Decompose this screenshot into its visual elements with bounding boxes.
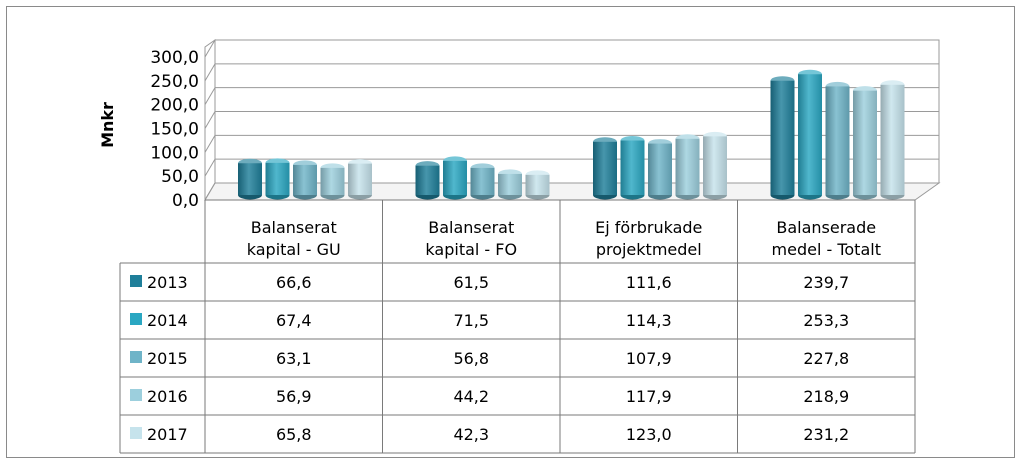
gridline [204, 63, 939, 82]
bar [320, 163, 345, 200]
bar-face [620, 140, 645, 195]
y-tick-label: 200,0 [150, 96, 199, 116]
category-label: Balanserat kapital - FO [425, 218, 517, 259]
table-cell: 66,6 [276, 273, 312, 292]
table-cell: 239,7 [803, 273, 849, 292]
table-cell: 67,4 [276, 311, 312, 330]
table-cell: 117,9 [626, 387, 672, 406]
table-cell: 63,1 [276, 349, 312, 368]
bars [238, 69, 905, 200]
bar-face [293, 164, 317, 195]
category-label: Balanserade medel - Totalt [772, 218, 881, 259]
bar-face [320, 167, 345, 195]
bar-face [648, 143, 672, 195]
legend-label: 2016 [147, 387, 188, 406]
legend-label: 2017 [147, 425, 188, 444]
table-cell: 111,6 [626, 273, 672, 292]
bar-face [703, 136, 727, 195]
bar [525, 170, 550, 200]
bar [880, 80, 905, 200]
table-cell: 42,3 [453, 425, 489, 444]
table-cell: 227,8 [803, 349, 849, 368]
bar [293, 160, 317, 200]
y-tick-label: 150,0 [150, 120, 199, 140]
bar [853, 86, 877, 200]
y-axis: 0,0 50,0 100,0 150,0 200,0 250,0 300,0 [150, 48, 199, 211]
gridline [204, 134, 939, 153]
bar [620, 136, 645, 200]
table-cell: 253,3 [803, 311, 849, 330]
table-cell: 44,2 [453, 387, 489, 406]
legend-label: 2014 [147, 311, 188, 330]
category-label: Balanserat kapital - GU [247, 218, 341, 259]
bar [770, 76, 795, 200]
y-tick-label: 100,0 [150, 143, 199, 163]
bar-face [525, 174, 550, 195]
bar-face [348, 163, 372, 195]
legend-swatch [130, 389, 142, 401]
bar-face [498, 173, 522, 195]
bar [415, 161, 440, 200]
bar-face [593, 141, 617, 195]
y-tick-label: 250,0 [150, 72, 199, 92]
y-tick-label: 50,0 [161, 167, 199, 187]
bar-chart-with-data-table: 0,0 50,0 100,0 150,0 200,0 250,0 300,0 Mnkr Ba… [98, 39, 941, 454]
gridline [204, 111, 939, 129]
table-cell: 65,8 [276, 425, 312, 444]
legend-label: 2015 [147, 349, 188, 368]
bar-face [238, 163, 262, 195]
table-cell: 231,2 [803, 425, 849, 444]
table-cell: 56,8 [453, 349, 489, 368]
bar [825, 81, 850, 200]
bar-face [825, 86, 850, 195]
bar [648, 139, 672, 200]
bar [443, 156, 467, 200]
gridline [204, 39, 939, 58]
bar-face [443, 160, 467, 195]
bar [498, 169, 522, 200]
legend-swatch [130, 313, 142, 325]
bar-face [880, 84, 905, 195]
bar [470, 163, 495, 200]
category-label: Ej förbrukade projektmedel [595, 218, 702, 259]
gridline [204, 87, 939, 105]
table-cell: 71,5 [453, 311, 489, 330]
legend-swatch [130, 275, 142, 287]
bar-face [415, 165, 440, 195]
bar [798, 69, 822, 200]
bar [593, 137, 617, 200]
bar-face [265, 162, 290, 195]
bar [703, 131, 727, 200]
bar [238, 158, 262, 200]
data-table: Balanserat kapital - GU Balanserat kapital … [119, 199, 916, 454]
y-axis-label: Mnkr [98, 102, 117, 148]
table-cell: 61,5 [453, 273, 489, 292]
y-tick-label: 300,0 [150, 48, 199, 68]
legend-swatch [130, 427, 142, 439]
bar-face [798, 74, 822, 195]
legend-swatch [130, 351, 142, 363]
table-cell: 123,0 [626, 425, 672, 444]
chart-frame: 0,0 50,0 100,0 150,0 200,0 250,0 300,0 Mnkr Ba… [6, 6, 1015, 458]
table-cell: 56,9 [276, 387, 312, 406]
y-tick-label: 0,0 [172, 191, 199, 211]
bar [265, 158, 290, 200]
table-cell: 107,9 [626, 349, 672, 368]
table-cell: 114,3 [626, 311, 672, 330]
bar-face [675, 138, 700, 195]
legend-label: 2013 [147, 273, 188, 292]
bar [348, 159, 372, 200]
bar-face [853, 90, 877, 195]
bar-face [470, 167, 495, 195]
bar [675, 134, 700, 200]
table-cell: 218,9 [803, 387, 849, 406]
bar-face [770, 80, 795, 195]
